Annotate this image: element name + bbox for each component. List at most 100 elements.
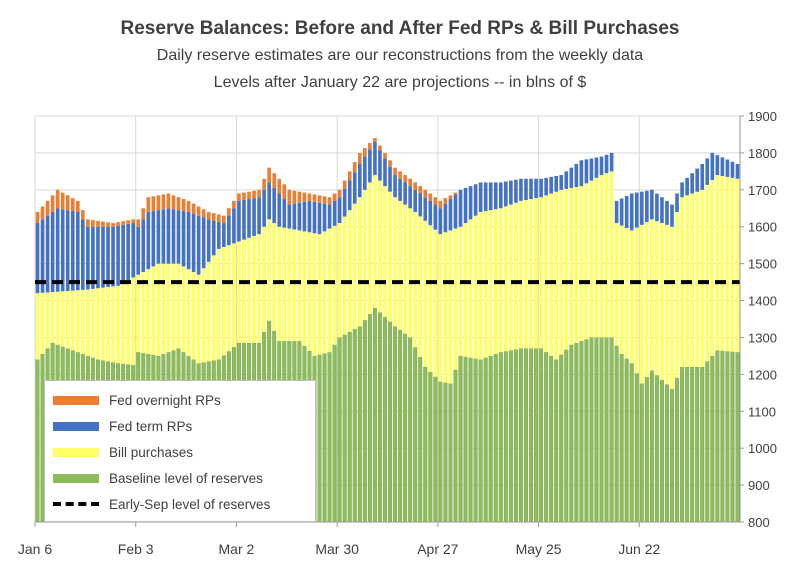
legend-label-overnight: Fed overnight RPs: [109, 392, 221, 408]
chart-legend: Fed overnight RPs Fed term RPs Bill purc…: [44, 380, 316, 522]
bar-overnight-rps: [342, 180, 347, 189]
bar-bill-purchases: [131, 277, 136, 366]
bar-overnight-rps: [65, 195, 70, 211]
legend-swatch-early-sep: [53, 502, 99, 506]
bar-baseline: [675, 377, 680, 523]
bar-term-rps: [589, 158, 594, 181]
bar-term-rps: [725, 159, 730, 177]
bar-bill-purchases: [438, 234, 443, 382]
x-tick-label: Mar 2: [219, 541, 255, 557]
bar-overnight-rps: [347, 171, 352, 181]
bar-term-rps: [539, 178, 543, 198]
bar-term-rps: [247, 199, 251, 238]
bar-bill-purchases: [564, 188, 569, 350]
bar-baseline: [559, 354, 564, 523]
bar-baseline: [352, 328, 357, 523]
bar-baseline: [534, 348, 539, 523]
bar-term-rps: [438, 208, 443, 235]
bar-term-rps: [206, 219, 211, 262]
bar-bill-purchases: [645, 222, 649, 378]
bar-overnight-rps: [191, 203, 196, 214]
bar-bill-purchases: [695, 191, 700, 367]
bar-term-rps: [216, 221, 221, 249]
bar-term-rps: [50, 211, 55, 293]
bar-bill-purchases: [634, 227, 639, 374]
bar-bill-purchases: [342, 216, 347, 335]
bar-term-rps: [433, 204, 438, 230]
bar-overnight-rps: [357, 152, 362, 164]
legend-swatch-overnight: [53, 395, 99, 405]
legend-item-term-rps: Fed term RPs: [53, 413, 307, 439]
bar-baseline: [639, 383, 644, 523]
bar-overnight-rps: [161, 194, 166, 210]
bar-term-rps: [191, 213, 196, 272]
bar-baseline: [478, 359, 483, 523]
bar-baseline: [584, 339, 589, 523]
bar-overnight-rps: [166, 193, 171, 209]
bar-bill-purchases: [81, 289, 85, 355]
bar-bill-purchases: [317, 234, 322, 355]
bar-bill-purchases: [504, 206, 508, 352]
bar-term-rps: [403, 182, 407, 205]
bar-bill-purchases: [247, 237, 251, 343]
bar-baseline: [705, 361, 710, 523]
bar-baseline: [710, 355, 715, 523]
bar-overnight-rps: [206, 211, 211, 220]
bar-term-rps: [639, 191, 644, 225]
bar-overnight-rps: [438, 200, 443, 209]
y-tick-label: 1500: [748, 257, 777, 272]
bar-bill-purchases: [116, 285, 120, 364]
y-tick-label: 1700: [748, 183, 777, 198]
x-tick-label: Feb 3: [118, 541, 154, 557]
bar-term-rps: [287, 204, 292, 229]
bar-term-rps: [116, 225, 120, 286]
bar-term-rps: [534, 178, 538, 199]
bar-overnight-rps: [383, 152, 387, 159]
legend-label-bill: Bill purchases: [109, 444, 194, 460]
bar-term-rps: [393, 175, 397, 198]
bar-overnight-rps: [131, 219, 136, 224]
bar-baseline: [619, 353, 624, 523]
bar-bill-purchases: [35, 293, 40, 360]
bar-baseline: [448, 383, 453, 523]
bar-term-rps: [45, 215, 50, 293]
bar-bill-purchases: [639, 224, 644, 384]
bar-overnight-rps: [151, 196, 156, 212]
bar-term-rps: [695, 168, 700, 192]
bar-term-rps: [86, 226, 90, 290]
bar-baseline: [403, 333, 408, 523]
bar-baseline: [624, 358, 629, 523]
bar-baseline: [423, 366, 428, 523]
bar-overnight-rps: [121, 221, 125, 225]
bar-overnight-rps: [156, 195, 161, 211]
bar-overnight-rps: [267, 167, 271, 183]
bar-overnight-rps: [287, 189, 292, 205]
bar-baseline: [579, 340, 584, 523]
bar-term-rps: [473, 184, 478, 216]
bar-bill-purchases: [478, 211, 483, 360]
bar-term-rps: [665, 200, 669, 225]
bar-bill-purchases: [75, 290, 80, 353]
bar-bill-purchases: [282, 227, 287, 342]
bar-overnight-rps: [307, 193, 312, 201]
bar-bill-purchases: [141, 271, 146, 354]
bar-bill-purchases: [322, 231, 327, 354]
bar-term-rps: [388, 166, 392, 192]
bar-bill-purchases: [393, 197, 397, 327]
bar-bill-purchases: [222, 247, 226, 356]
bar-baseline: [529, 348, 533, 523]
bar-bill-purchases: [473, 215, 478, 359]
bar-baseline: [644, 376, 649, 523]
bar-term-rps: [378, 150, 382, 181]
bar-bill-purchases: [529, 199, 533, 349]
bar-baseline: [317, 354, 322, 523]
legend-label-term: Fed term RPs: [109, 418, 193, 434]
y-tick-label: 1800: [748, 146, 777, 161]
bar-term-rps: [423, 197, 428, 221]
bar-bill-purchases: [604, 173, 609, 338]
bar-overnight-rps: [413, 182, 418, 190]
bar-bill-purchases: [650, 219, 654, 371]
bar-bill-purchases: [458, 226, 463, 356]
bar-baseline: [327, 352, 332, 523]
bar-baseline: [453, 369, 458, 523]
